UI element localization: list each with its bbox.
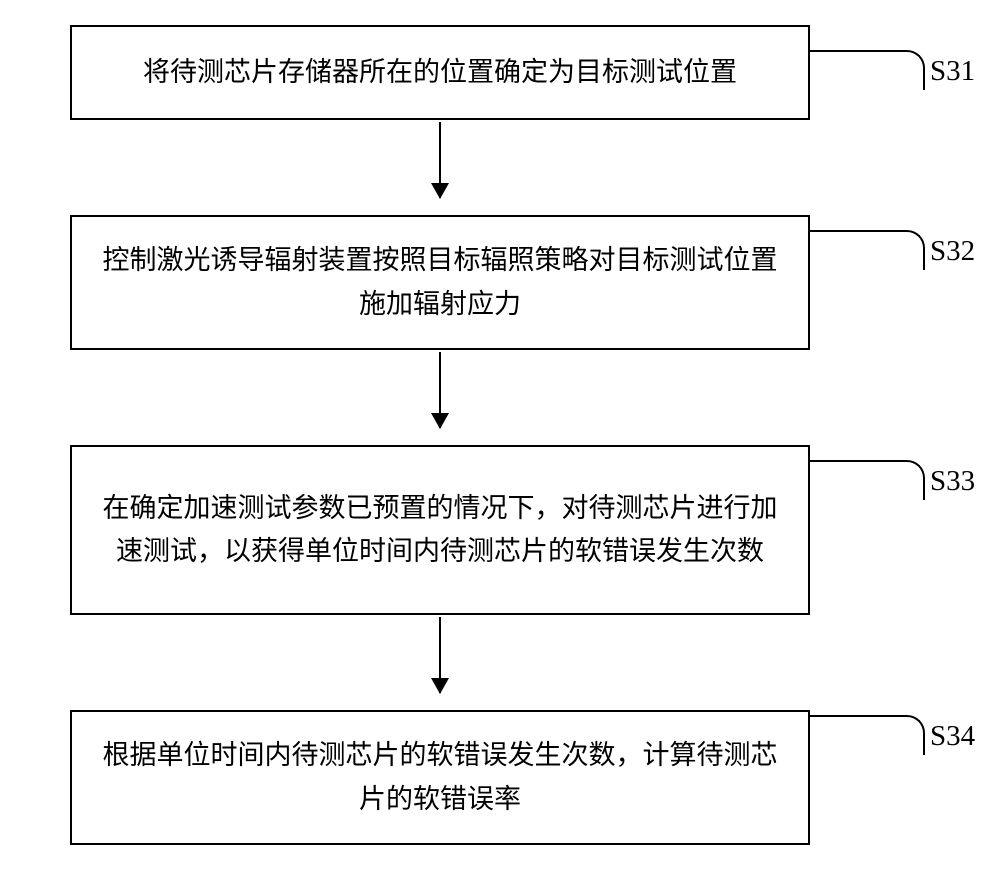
flow-connector-s33 — [810, 460, 925, 500]
flow-node-s33-text: 在确定加速测试参数已预置的情况下，对待测芯片进行加速测试，以获得单位时间内待测芯… — [92, 487, 788, 573]
flow-connector-s31 — [810, 50, 925, 90]
flow-label-s34: S34 — [930, 720, 975, 753]
flow-arrow-s32-s33 — [439, 352, 441, 428]
flow-arrow-s33-s34 — [439, 617, 441, 693]
flow-node-s32: 控制激光诱导辐射装置按照目标辐照策略对目标测试位置施加辐射应力 — [70, 215, 810, 350]
flow-label-s33: S33 — [930, 465, 975, 498]
flow-node-s34: 根据单位时间内待测芯片的软错误发生次数，计算待测芯片的软错误率 — [70, 710, 810, 845]
flow-node-s34-text: 根据单位时间内待测芯片的软错误发生次数，计算待测芯片的软错误率 — [92, 734, 788, 820]
flowchart-canvas: 将待测芯片存储器所在的位置确定为目标测试位置 S31 控制激光诱导辐射装置按照目… — [0, 0, 1000, 876]
flow-connector-s32 — [810, 230, 925, 270]
flow-label-s32: S32 — [930, 235, 975, 268]
flow-node-s33: 在确定加速测试参数已预置的情况下，对待测芯片进行加速测试，以获得单位时间内待测芯… — [70, 445, 810, 615]
flow-node-s31: 将待测芯片存储器所在的位置确定为目标测试位置 — [70, 25, 810, 120]
flow-label-s31: S31 — [930, 55, 975, 88]
flow-arrow-s31-s32 — [439, 122, 441, 198]
flow-node-s32-text: 控制激光诱导辐射装置按照目标辐照策略对目标测试位置施加辐射应力 — [92, 239, 788, 325]
flow-connector-s34 — [810, 715, 925, 755]
flow-node-s31-text: 将待测芯片存储器所在的位置确定为目标测试位置 — [143, 51, 737, 94]
